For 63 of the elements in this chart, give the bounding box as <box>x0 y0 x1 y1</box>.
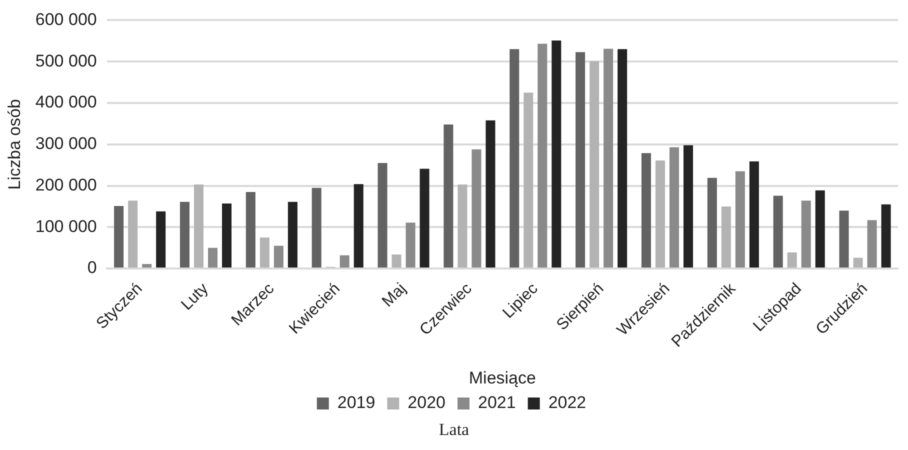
bar <box>312 188 322 268</box>
bar <box>524 92 534 268</box>
bar <box>618 49 628 268</box>
bar <box>142 264 152 268</box>
legend-label: 2022 <box>548 393 586 412</box>
bar <box>288 202 298 268</box>
legend-label: 2021 <box>478 393 516 412</box>
x-tick-label: Maj <box>379 280 410 311</box>
y-tick-label: 500 000 <box>35 51 97 70</box>
bar <box>208 248 218 268</box>
bar <box>392 254 402 268</box>
bar <box>406 222 416 268</box>
y-tick-label: 0 <box>87 258 97 278</box>
y-axis-title: Liczba osób <box>4 99 24 190</box>
legend-label: 2019 <box>337 393 376 412</box>
bar <box>538 44 548 268</box>
bar <box>156 211 166 268</box>
bar <box>458 184 468 268</box>
bar <box>815 190 825 268</box>
bar <box>641 153 651 268</box>
bar <box>867 220 877 268</box>
bar <box>378 163 388 268</box>
bar <box>801 200 811 268</box>
bar <box>669 147 680 268</box>
x-tick-label: Luty <box>178 280 212 314</box>
y-tick-label: 600 000 <box>35 10 97 29</box>
bar <box>881 204 891 268</box>
bar <box>180 202 190 268</box>
bar <box>684 145 694 268</box>
y-tick-label: 100 000 <box>35 216 97 236</box>
bar <box>444 124 454 268</box>
bar <box>655 160 666 268</box>
bar <box>552 40 562 268</box>
bar <box>260 238 270 268</box>
x-axis-title: Miesiące <box>468 368 536 388</box>
bar <box>510 49 520 268</box>
bar <box>274 246 284 268</box>
y-tick-label: 300 000 <box>35 134 97 154</box>
bar <box>787 252 797 268</box>
bar <box>222 204 232 268</box>
bar <box>576 52 586 268</box>
bar <box>721 206 731 268</box>
bar <box>340 255 350 268</box>
bar <box>246 192 256 268</box>
y-tick-label: 400 000 <box>35 92 97 112</box>
bar <box>194 184 204 268</box>
y-tick-label: 200 000 <box>35 175 97 194</box>
bar <box>749 161 759 268</box>
bar <box>604 48 614 268</box>
bar <box>486 120 496 268</box>
bar <box>354 184 364 268</box>
bar <box>707 178 717 268</box>
bar <box>839 210 849 268</box>
bar <box>735 171 745 268</box>
legend-label: 2020 <box>408 393 446 412</box>
bar <box>773 196 783 268</box>
bar <box>128 200 138 268</box>
bar <box>590 61 600 268</box>
bar <box>420 168 430 268</box>
bar <box>114 206 124 268</box>
bar <box>472 149 482 268</box>
legend-title: Lata <box>438 420 470 440</box>
bar <box>853 258 863 268</box>
